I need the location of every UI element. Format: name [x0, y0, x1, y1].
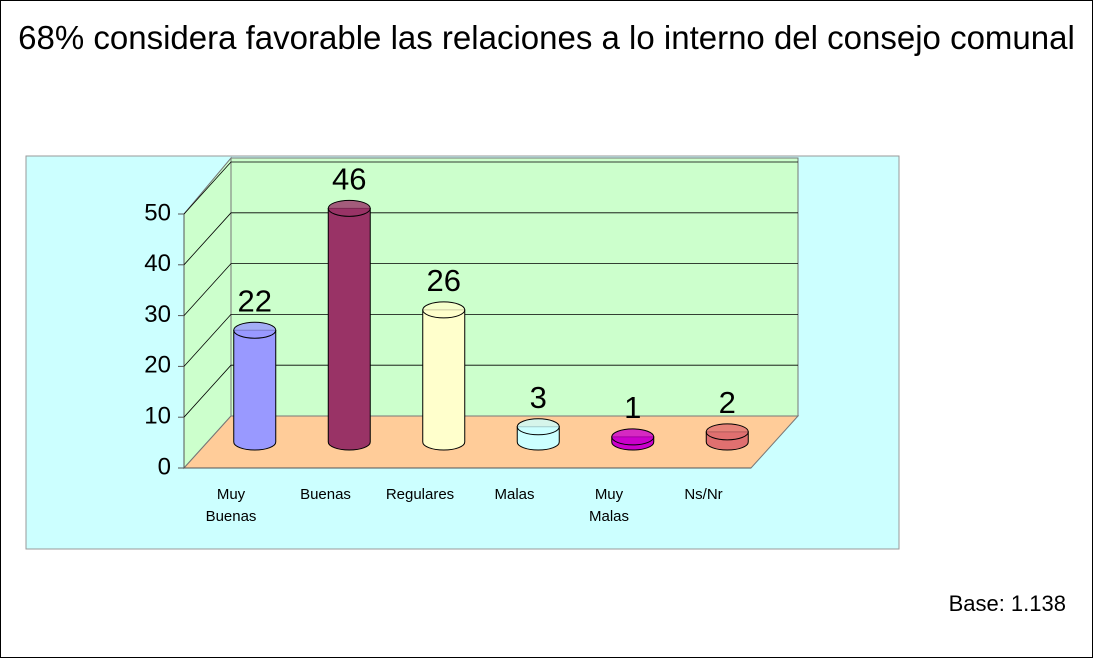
bar-body [327, 207, 371, 451]
x-tick-label: Ns/Nr [657, 484, 751, 506]
value-label: 26 [427, 263, 461, 298]
x-tick-label: Muy Buenas [184, 484, 278, 528]
bar [611, 428, 655, 451]
bar [233, 321, 277, 451]
x-tick-text: Regulares [385, 486, 455, 503]
value-label: 1 [624, 390, 641, 425]
grid-line [183, 212, 798, 266]
value-label: 3 [530, 380, 547, 415]
value-label: 22 [238, 283, 272, 318]
grid-line [183, 161, 798, 215]
bar [516, 418, 560, 451]
x-tick-text: Buenas [300, 486, 351, 503]
x-tick-label: Malas [468, 484, 562, 506]
x-tick-text: Muy Buenas [205, 486, 257, 525]
bar-top [327, 199, 371, 217]
x-tick-text: Malas [494, 486, 535, 503]
value-label: 46 [332, 162, 366, 197]
y-tick-label: 30 [144, 301, 171, 328]
value-label: 2 [719, 385, 736, 420]
grid-line [183, 314, 798, 367]
chart-title: 68% considera favorable las relaciones a… [18, 19, 1075, 56]
bar-body [233, 329, 277, 451]
x-tick-label: Muy Malas [562, 484, 656, 528]
x-tick-label: Buenas [279, 484, 373, 506]
y-tick-label: 20 [144, 352, 171, 379]
grid-line [183, 364, 798, 418]
grid-line [183, 263, 798, 316]
bar [705, 423, 749, 451]
y-tick-label: 50 [144, 199, 171, 226]
y-tick-label: 10 [144, 403, 171, 430]
bar-top [705, 423, 749, 441]
x-tick-text: Ns/Nr [684, 486, 723, 503]
bar-top [516, 418, 560, 436]
back-wall [230, 157, 799, 417]
bar-top [233, 321, 277, 339]
bar-top [611, 428, 655, 446]
bar [422, 301, 466, 451]
x-tick-label: Regulares [373, 484, 467, 506]
bar-top [422, 301, 466, 319]
base-note: Base: 1.138 [948, 591, 1066, 616]
bar [327, 199, 371, 451]
y-tick-label: 0 [158, 453, 171, 480]
y-tick-label: 40 [144, 250, 171, 277]
bar-body [422, 309, 466, 451]
x-tick-text: Muy Malas [588, 486, 629, 525]
